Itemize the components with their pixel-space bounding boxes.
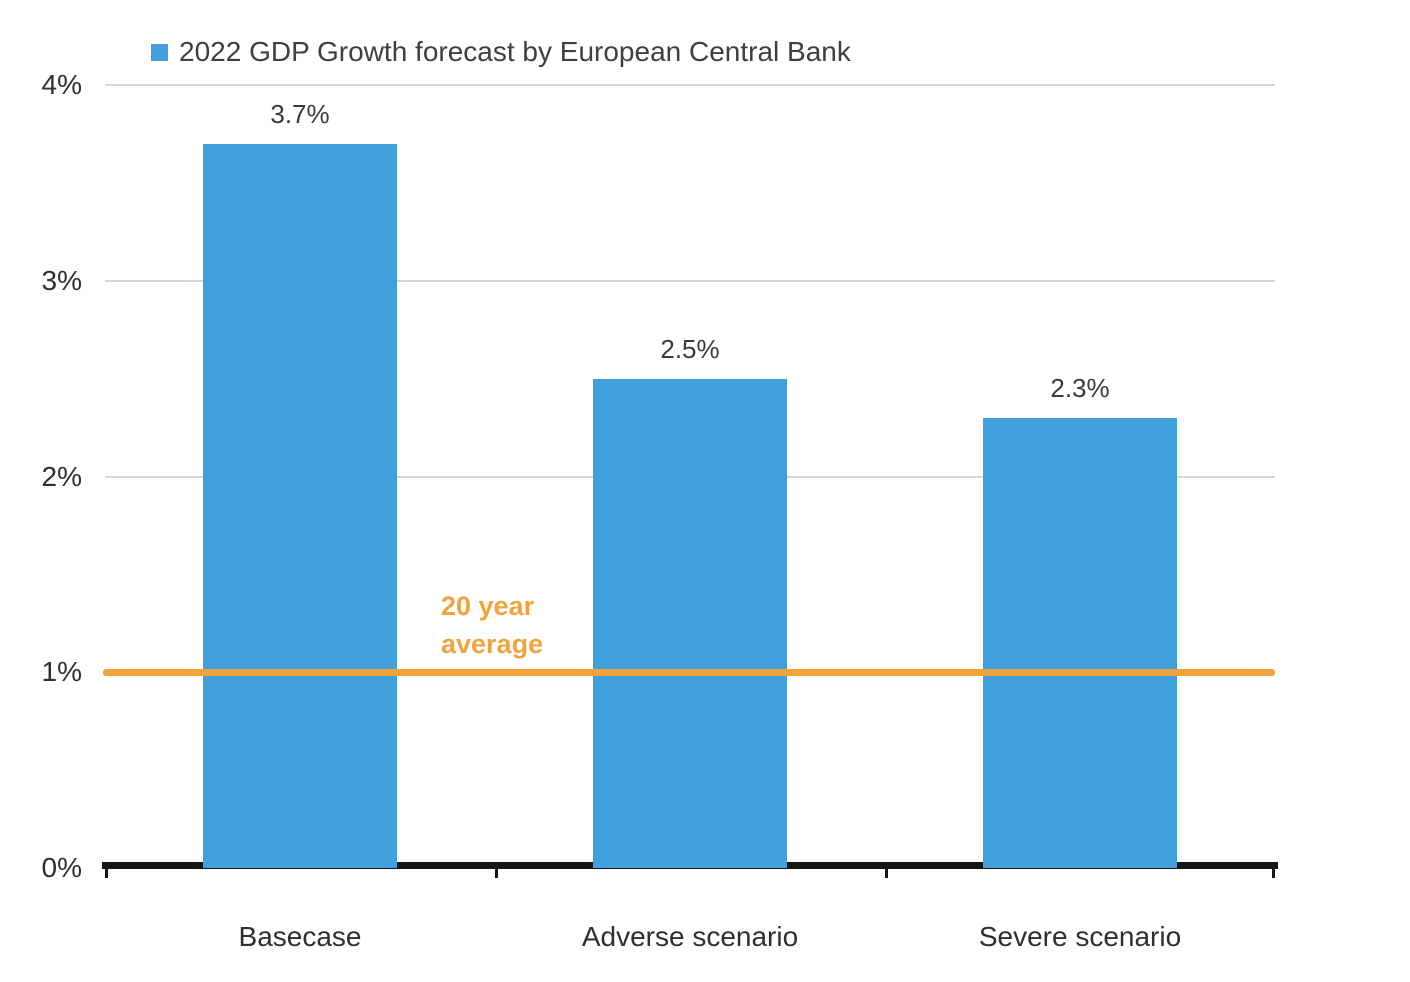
x-axis-tick	[885, 869, 888, 878]
bar-basecase	[203, 144, 397, 868]
bar-value-label: 3.7%	[270, 99, 330, 129]
average-line	[103, 669, 1275, 676]
x-axis-labels: Basecase Adverse scenario Severe scenario	[0, 921, 1410, 965]
y-tick-label: 0%	[41, 852, 82, 883]
y-tick-label: 1%	[41, 656, 82, 687]
bar-value-label: 2.3%	[1050, 373, 1110, 403]
x-axis-tick	[1272, 869, 1275, 878]
y-tick-label: 3%	[41, 265, 82, 296]
category-label: Severe scenario	[978, 921, 1182, 952]
legend-swatch-icon	[151, 43, 168, 61]
x-axis-tick	[105, 869, 108, 878]
bar-severe-scenario	[983, 418, 1177, 868]
y-tick-label: 2%	[41, 461, 82, 492]
gridline-3%	[105, 280, 1275, 282]
average-line-label: 20 year average	[441, 591, 544, 659]
bar-adverse-scenario	[593, 379, 787, 868]
plot-area: 3.7% 2.5% 2.3% 20 year average	[103, 84, 1275, 868]
chart-legend: 2022 GDP Growth forecast by European Cen…	[151, 36, 851, 68]
category-label: Basecase	[238, 921, 362, 952]
x-axis-tick	[495, 869, 498, 878]
y-tick-label: 4%	[41, 69, 82, 100]
bar-value-label: 2.5%	[660, 334, 720, 364]
category-label: Adverse scenario	[581, 921, 799, 952]
legend-label: 2022 GDP Growth forecast by European Cen…	[179, 36, 851, 67]
y-axis-labels: 0% 1% 2% 3% 4%	[0, 0, 88, 982]
gridline-4%	[105, 84, 1275, 86]
